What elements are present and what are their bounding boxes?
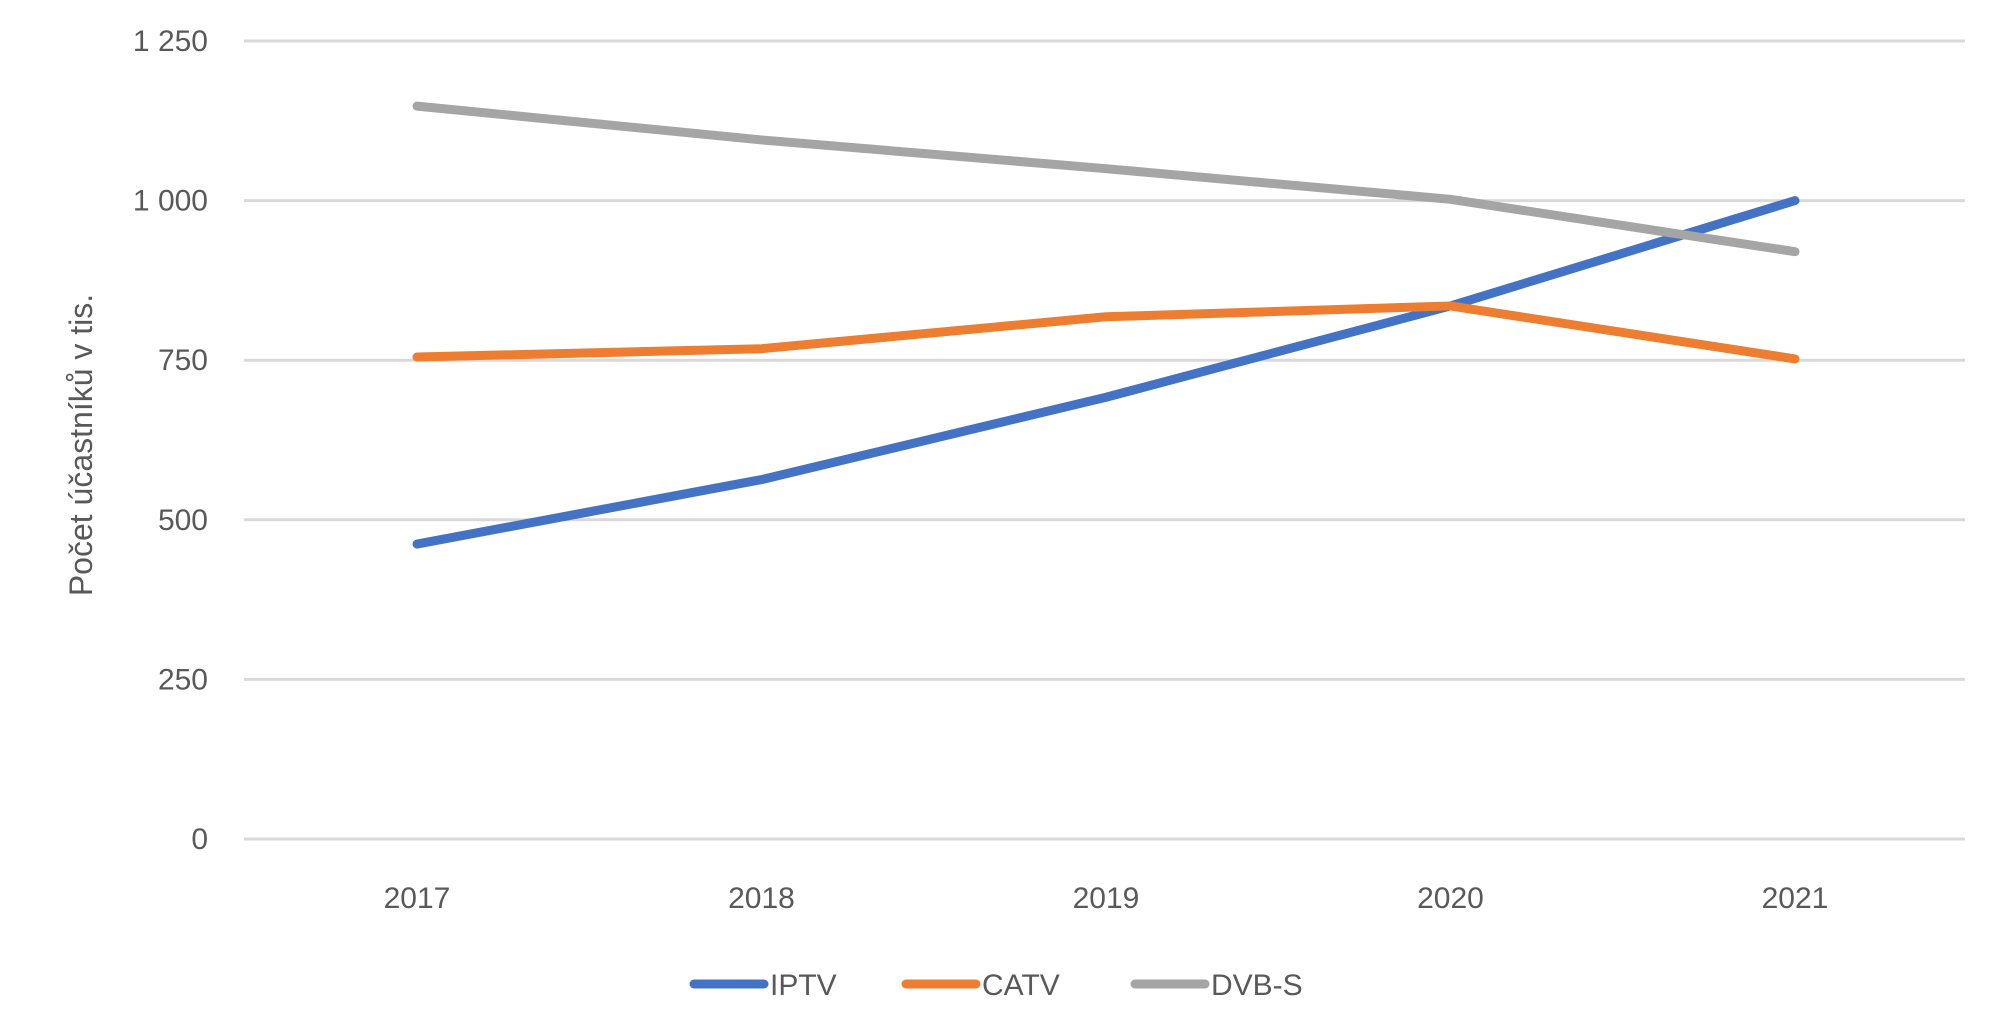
y-tick-label: 750 [158, 344, 208, 377]
legend-label: DVB-S [1211, 969, 1303, 1002]
legend-item: DVB-S [1130, 969, 1303, 1002]
series-line [412, 196, 1800, 549]
y-tick-label: 250 [158, 663, 208, 696]
series-iptv [412, 196, 1800, 549]
gridlines [244, 39, 1965, 841]
y-axis-ticks: 0 250 500 750 1 000 1 250 [133, 25, 208, 856]
y-tick-label: 500 [158, 504, 208, 537]
x-tick-label: 2019 [1073, 882, 1140, 915]
series-line [412, 301, 1800, 364]
series-line [412, 101, 1800, 257]
series-lines [412, 101, 1800, 549]
y-tick-label: 0 [191, 823, 208, 856]
legend-label: IPTV [770, 969, 837, 1002]
x-tick-label: 2017 [384, 882, 451, 915]
legend-item: CATV [901, 969, 1060, 1002]
series-dvb-s [412, 101, 1800, 257]
series-catv [412, 301, 1800, 364]
y-tick-label: 1 250 [133, 25, 208, 58]
legend: IPTV CATV DVB-S [689, 969, 1303, 1002]
x-tick-label: 2020 [1417, 882, 1484, 915]
x-tick-label: 2018 [728, 882, 795, 915]
legend-label: CATV [982, 969, 1060, 1002]
y-axis-title: Počet účastníků v tis. [63, 294, 99, 596]
x-axis-ticks: 2017 2018 2019 2020 2021 [384, 882, 1829, 915]
y-tick-label: 1 000 [133, 185, 208, 218]
x-tick-label: 2021 [1762, 882, 1829, 915]
legend-item: IPTV [689, 969, 837, 1002]
